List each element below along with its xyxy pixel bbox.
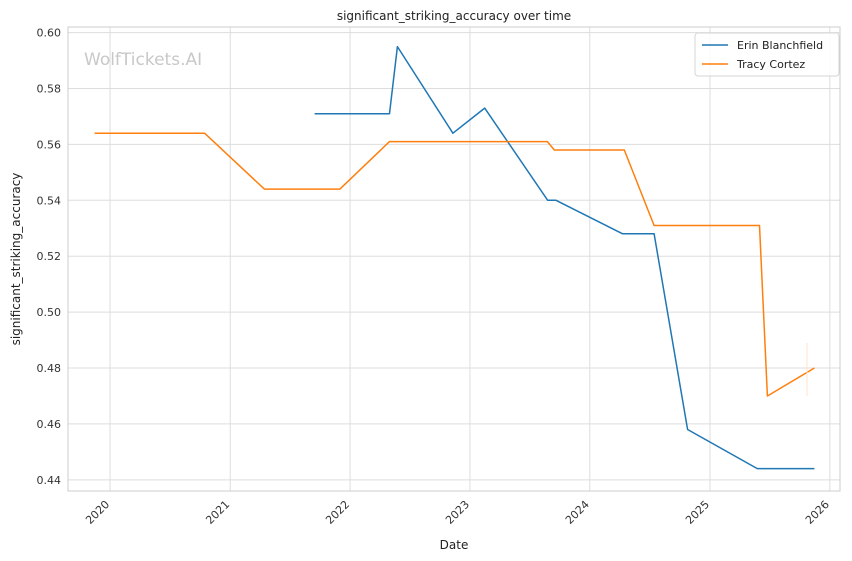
y-axis-label: significant_striking_accuracy xyxy=(9,173,23,346)
plot-frame xyxy=(67,26,841,492)
watermark: WolfTickets.AI xyxy=(84,50,202,70)
legend: Erin Blanchfield Tracy Cortez xyxy=(694,32,840,77)
series-line-tracy-cortez xyxy=(94,132,815,397)
y-tick-label: 0.46 xyxy=(37,418,62,431)
grid-layer xyxy=(68,27,840,491)
y-tick-label: 0.56 xyxy=(37,138,62,151)
y-tick-label: 0.58 xyxy=(37,82,62,95)
y-tick-label: 0.44 xyxy=(37,474,62,487)
y-tick-label: 0.50 xyxy=(37,306,62,319)
y-tick-label: 0.54 xyxy=(37,194,62,207)
series-line-erin-blanchfield xyxy=(314,45,815,470)
legend-label-tracy-cortez: Tracy Cortez xyxy=(736,58,805,71)
y-tick-label: 0.52 xyxy=(37,250,62,263)
x-axis-label: Date xyxy=(440,538,469,552)
chart-title: significant_striking_accuracy over time xyxy=(337,9,571,23)
y-tick-label: 0.48 xyxy=(37,362,62,375)
legend-label-erin-blanchfield: Erin Blanchfield xyxy=(737,39,823,52)
legend-box xyxy=(694,32,840,77)
y-tick-label: 0.60 xyxy=(37,27,62,40)
series-layer xyxy=(94,45,815,470)
